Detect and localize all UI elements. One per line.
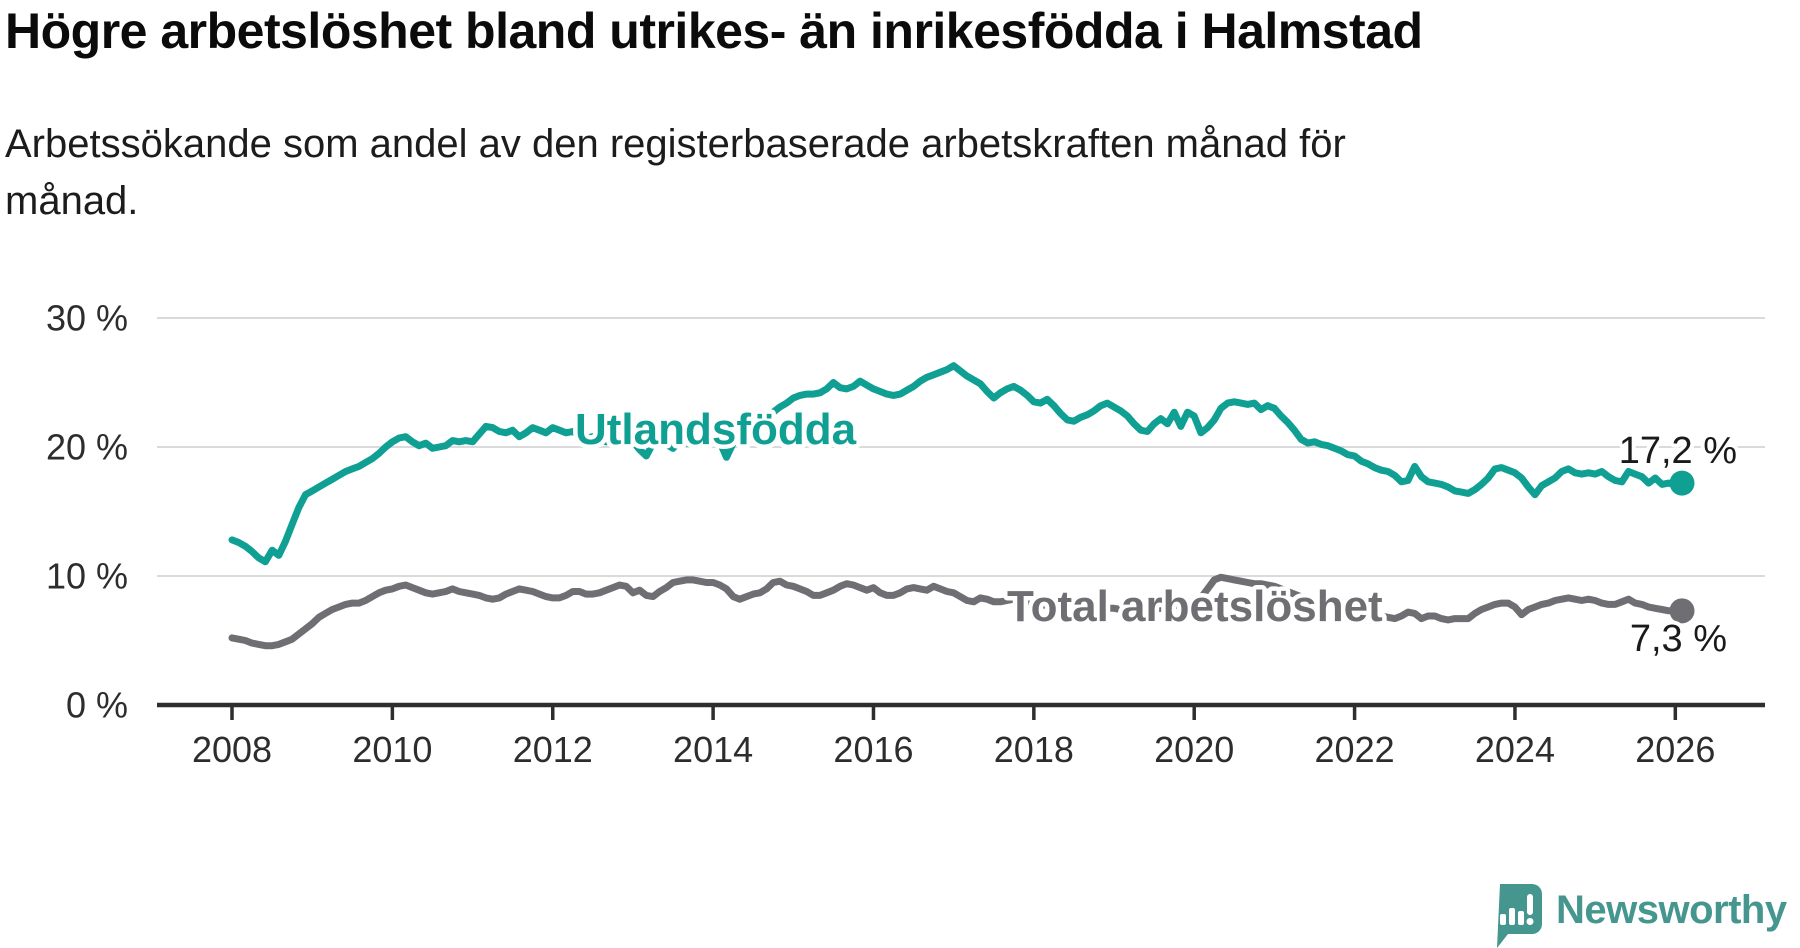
end-dot-utlandsfodda: [1669, 470, 1695, 496]
x-axis-tick-label: 2018: [994, 729, 1074, 770]
series-label-total-arbetsloshet: Total arbetslöshet: [1007, 582, 1383, 631]
x-axis-tick-label: 2020: [1154, 729, 1234, 770]
bar-1: [1500, 914, 1506, 925]
y-axis-tick-label: 0 %: [66, 685, 128, 726]
newsworthy-logo: Newsworthy: [1490, 884, 1787, 948]
y-axis-tick-label: 10 %: [46, 556, 128, 597]
exclamation-stem: [1527, 894, 1533, 915]
page-title: Högre arbetslöshet bland utrikes- än inr…: [5, 3, 1423, 59]
x-axis-tick-label: 2008: [192, 729, 272, 770]
x-axis-tick-label: 2012: [513, 729, 593, 770]
exclamation-dot: [1526, 918, 1534, 925]
y-axis-tick-label: 20 %: [46, 427, 128, 468]
y-axis-tick-label: 30 %: [46, 298, 128, 339]
newsworthy-logo-text: Newsworthy: [1556, 888, 1787, 932]
end-value-label-total: 7,3 %: [1630, 618, 1727, 660]
end-value-label-utlandsfodda: 17,2 %: [1619, 430, 1737, 472]
bar-3: [1518, 911, 1524, 925]
line-utlandsfodda: [228, 362, 1686, 566]
x-axis-tick-label: 2024: [1475, 729, 1555, 770]
newsworthy-logo-icon: [1497, 884, 1542, 948]
line-total-arbetsloshet: [228, 573, 1686, 650]
end-dot-total: [1669, 598, 1695, 624]
chart-subtitle: Arbetssökande som andel av den registerb…: [5, 122, 1346, 223]
x-axis-tick-label: 2022: [1315, 729, 1395, 770]
bar-2: [1509, 908, 1515, 925]
x-axis-tick-label: 2014: [673, 729, 753, 770]
x-axis-tick-label: 2010: [352, 729, 432, 770]
x-axis-tick-label: 2026: [1635, 729, 1715, 770]
x-axis-tick-label: 2016: [833, 729, 913, 770]
series-label-utlandsfodda: Utlandsfödda: [575, 405, 857, 454]
